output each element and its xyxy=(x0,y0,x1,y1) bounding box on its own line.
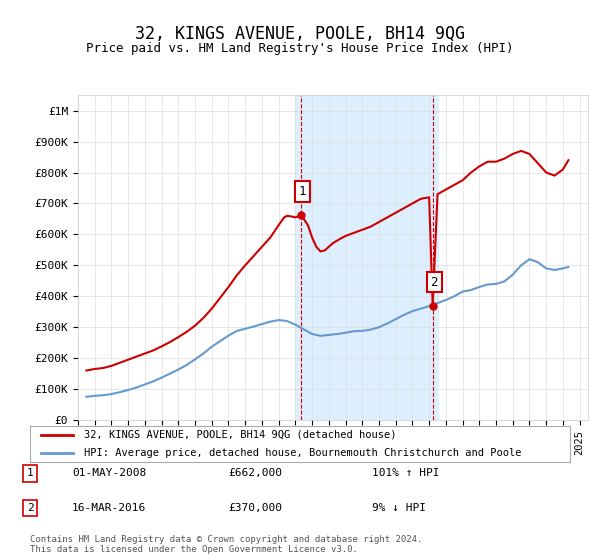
Text: Price paid vs. HM Land Registry's House Price Index (HPI): Price paid vs. HM Land Registry's House … xyxy=(86,42,514,55)
Text: 9% ↓ HPI: 9% ↓ HPI xyxy=(372,503,426,513)
Text: 1: 1 xyxy=(26,468,34,478)
Text: £370,000: £370,000 xyxy=(228,503,282,513)
Text: £662,000: £662,000 xyxy=(228,468,282,478)
Bar xyxy=(295,95,437,420)
Text: 32, KINGS AVENUE, POOLE, BH14 9QG (detached house): 32, KINGS AVENUE, POOLE, BH14 9QG (detac… xyxy=(84,430,397,440)
Text: 101% ↑ HPI: 101% ↑ HPI xyxy=(372,468,439,478)
Text: HPI: Average price, detached house, Bournemouth Christchurch and Poole: HPI: Average price, detached house, Bour… xyxy=(84,448,521,458)
Text: 1: 1 xyxy=(299,185,307,198)
Text: 32, KINGS AVENUE, POOLE, BH14 9QG: 32, KINGS AVENUE, POOLE, BH14 9QG xyxy=(135,25,465,43)
Text: 01-MAY-2008: 01-MAY-2008 xyxy=(72,468,146,478)
Text: 16-MAR-2016: 16-MAR-2016 xyxy=(72,503,146,513)
Text: Contains HM Land Registry data © Crown copyright and database right 2024.
This d: Contains HM Land Registry data © Crown c… xyxy=(30,535,422,554)
Text: 2: 2 xyxy=(431,276,438,288)
Text: 2: 2 xyxy=(26,503,34,513)
